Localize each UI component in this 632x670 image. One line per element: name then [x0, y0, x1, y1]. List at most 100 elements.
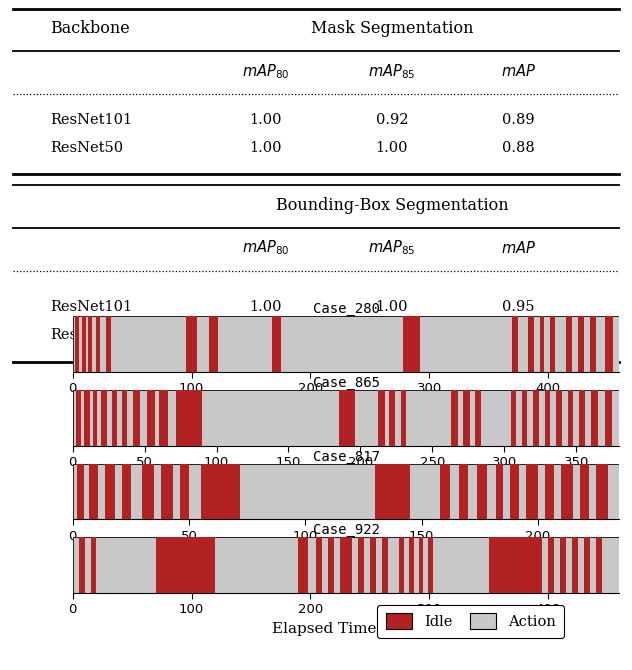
Bar	[489, 537, 542, 593]
Bar	[389, 390, 395, 446]
Text: ResNet101: ResNet101	[51, 300, 133, 314]
Bar	[596, 464, 608, 519]
Bar	[106, 464, 114, 519]
Bar	[106, 316, 111, 372]
Bar	[161, 464, 173, 519]
Text: $mAP$: $mAP$	[501, 63, 536, 79]
Bar	[77, 464, 84, 519]
Bar	[556, 390, 562, 446]
Text: 0.92: 0.92	[375, 113, 408, 127]
Bar	[378, 390, 385, 446]
Text: 1.00: 1.00	[375, 300, 408, 314]
Bar	[147, 390, 155, 446]
Bar	[82, 316, 86, 372]
Bar	[496, 464, 503, 519]
Bar	[510, 464, 520, 519]
Text: $mAP_{80}$: $mAP_{80}$	[242, 239, 289, 257]
Bar	[316, 537, 322, 593]
Bar	[78, 537, 85, 593]
Bar	[566, 316, 572, 372]
Bar	[590, 390, 598, 446]
Bar	[176, 390, 202, 446]
Text: $mAP_{80}$: $mAP_{80}$	[242, 62, 289, 80]
Bar	[142, 464, 154, 519]
Bar	[102, 390, 107, 446]
Bar	[475, 390, 481, 446]
Bar	[89, 464, 98, 519]
Legend: Idle, Action: Idle, Action	[377, 605, 564, 638]
Bar	[403, 316, 420, 372]
Bar	[90, 537, 97, 593]
Bar	[76, 390, 82, 446]
Bar	[409, 537, 414, 593]
Bar	[584, 537, 590, 593]
Bar	[111, 390, 118, 446]
Text: Bounding-Box Segmentation: Bounding-Box Segmentation	[276, 196, 508, 214]
Bar	[272, 316, 281, 372]
Text: 1.00: 1.00	[375, 141, 408, 155]
Bar	[580, 464, 589, 519]
Bar	[340, 537, 352, 593]
Bar	[545, 464, 554, 519]
Bar	[121, 464, 131, 519]
Bar	[88, 316, 92, 372]
Bar	[590, 316, 595, 372]
Text: $mAP_{85}$: $mAP_{85}$	[368, 62, 415, 80]
Bar	[579, 390, 585, 446]
Text: $mAP_{85}$: $mAP_{85}$	[368, 239, 415, 257]
Bar	[550, 316, 555, 372]
Bar	[511, 390, 516, 446]
Text: 0.94: 0.94	[502, 328, 535, 342]
Text: Mask Segmentation: Mask Segmentation	[310, 20, 473, 37]
Bar	[595, 537, 602, 593]
Bar	[521, 390, 527, 446]
Text: 1.00: 1.00	[249, 141, 282, 155]
Bar	[370, 537, 376, 593]
Text: ResNet101: ResNet101	[51, 113, 133, 127]
Text: ResNet50: ResNet50	[51, 141, 124, 155]
Bar	[200, 464, 240, 519]
Bar	[186, 316, 197, 372]
Bar	[121, 390, 128, 446]
Bar	[418, 537, 423, 593]
Bar	[441, 464, 449, 519]
Bar	[528, 316, 534, 372]
Bar	[463, 390, 470, 446]
Bar	[84, 390, 90, 446]
Bar	[560, 537, 566, 593]
Bar	[459, 464, 468, 519]
Text: 1.00: 1.00	[249, 328, 282, 342]
Bar	[358, 537, 364, 593]
Title: Case_817: Case_817	[312, 450, 380, 464]
Bar	[477, 464, 487, 519]
Title: Case_280: Case_280	[312, 302, 380, 316]
Bar	[451, 390, 458, 446]
Bar	[339, 390, 355, 446]
Bar	[156, 537, 216, 593]
Text: 1.00: 1.00	[249, 300, 282, 314]
Bar	[328, 537, 334, 593]
Text: $mAP$: $mAP$	[501, 240, 536, 256]
Text: 0.88: 0.88	[502, 141, 535, 155]
Title: Case_865: Case_865	[312, 376, 380, 390]
Text: Backbone: Backbone	[51, 20, 130, 37]
Bar	[578, 316, 584, 372]
Bar	[97, 316, 100, 372]
Bar	[75, 316, 78, 372]
Bar	[572, 537, 578, 593]
Bar	[605, 390, 612, 446]
Text: 1.00: 1.00	[249, 113, 282, 127]
Text: 0.95: 0.95	[502, 300, 535, 314]
Text: 1.00: 1.00	[375, 328, 408, 342]
Bar	[375, 464, 410, 519]
Bar	[93, 390, 97, 446]
Bar	[133, 390, 140, 446]
Bar	[561, 464, 573, 519]
Bar	[548, 537, 554, 593]
Bar	[526, 464, 538, 519]
Bar	[401, 390, 406, 446]
Bar	[382, 537, 387, 593]
Bar	[399, 537, 404, 593]
Bar	[298, 537, 308, 593]
Bar	[428, 537, 433, 593]
